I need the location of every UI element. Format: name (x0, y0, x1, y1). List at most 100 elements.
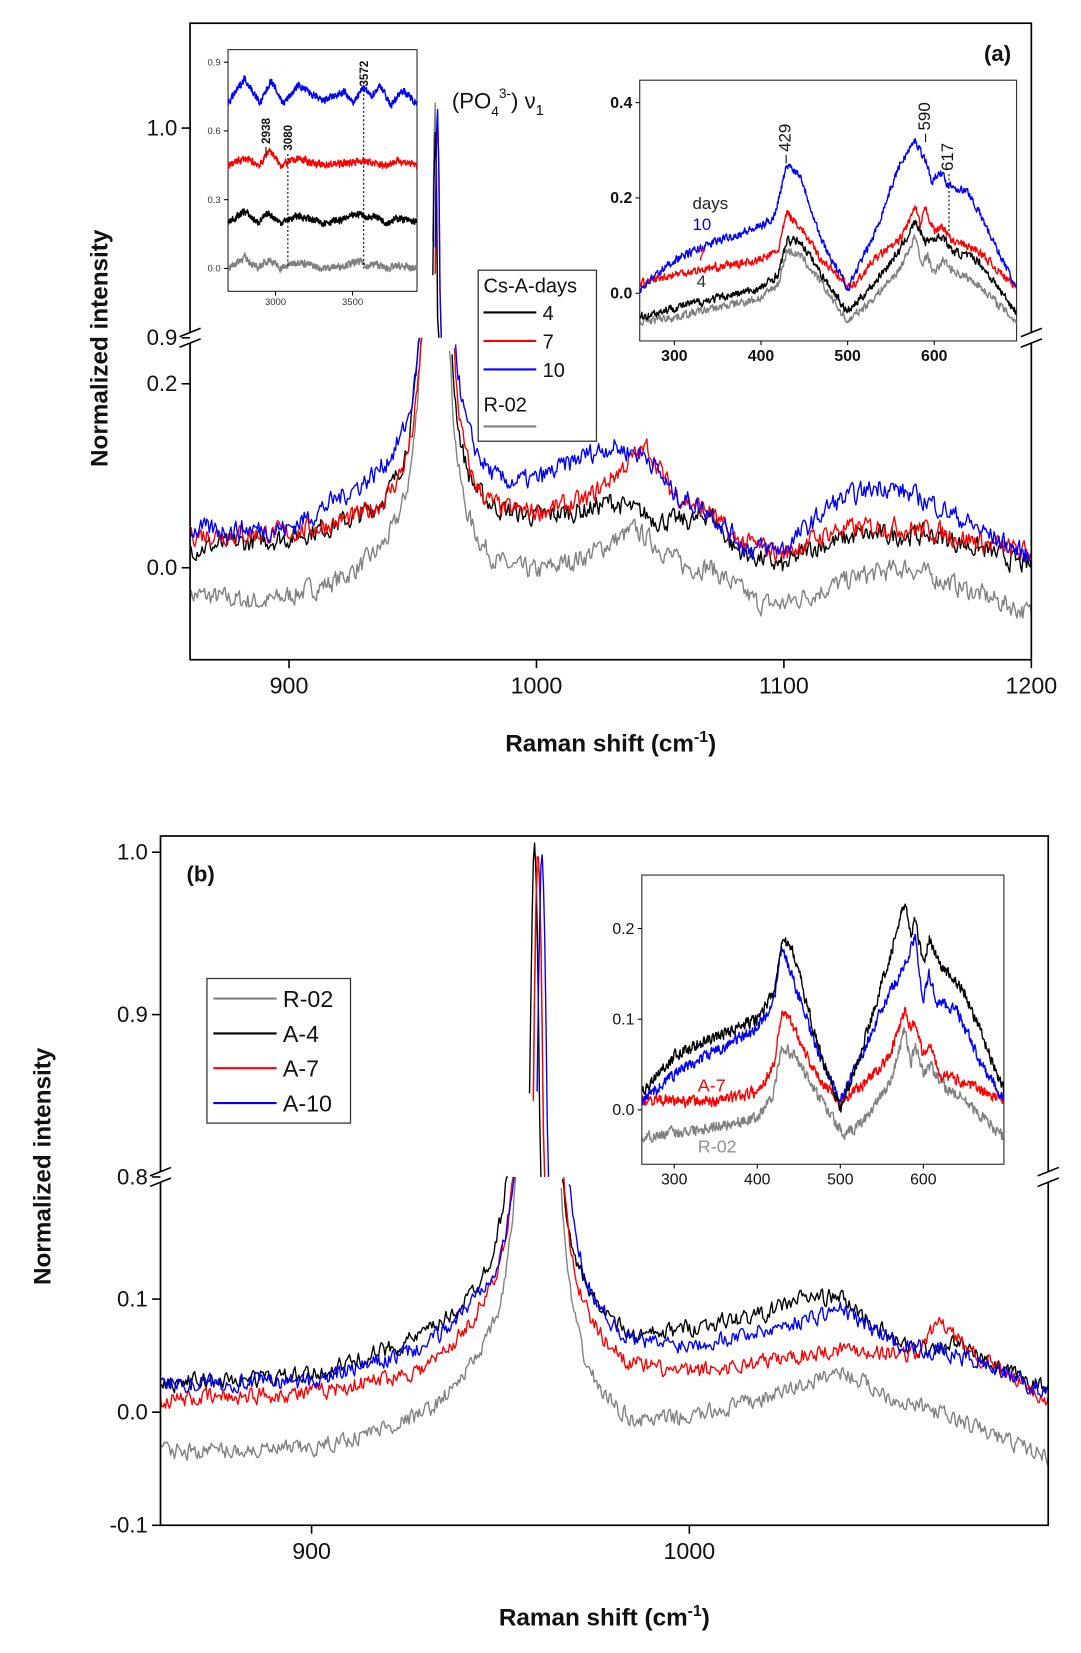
series-line-r-02 (641, 1026, 1004, 1144)
legend-label: A-7 (283, 1056, 319, 1082)
x-tick-label: 1200 (1006, 672, 1058, 698)
x-tick-label: 500 (827, 1171, 854, 1188)
y-tick-label: 0.8 (117, 1164, 148, 1189)
y-tick-label: 0.1 (612, 1011, 634, 1028)
panel-label: (b) (186, 861, 214, 886)
peak-label: 617 (938, 143, 957, 171)
y-tick-label: 0.1 (117, 1286, 148, 1311)
legend-label: R-02 (484, 395, 527, 417)
peak-label: 590 (915, 102, 934, 130)
peak-label: 429 (775, 124, 794, 152)
legend-label: A-4 (283, 1021, 319, 1047)
peak-annotation: (PO43-) ν1 (452, 86, 544, 119)
y-tick-label: 0.0 (612, 1102, 634, 1119)
x-axis-label: Raman shift (cm-1) (499, 1603, 710, 1632)
y-tick-label: 1.0 (147, 115, 178, 140)
x-tick-label: 300 (661, 1171, 688, 1188)
x-tick-label: 1000 (511, 672, 563, 698)
x-tick-label: 1100 (759, 672, 809, 698)
y-tick-label: 1.0 (117, 840, 148, 865)
y-tick-label: 0.9 (117, 1002, 148, 1027)
series-group (639, 138, 1017, 326)
series-group (160, 842, 1049, 1467)
peak-label: 2938 (260, 117, 273, 143)
series-line-r-02 (228, 252, 418, 274)
series-label: 4 (697, 272, 706, 291)
chart-b_inset: 300 400 500 600 0.0 0.1 0.2 A-7 R-02 (612, 874, 1005, 1188)
x-axis-label: Raman shift (cm-1) (505, 729, 716, 758)
legend-label: A-10 (283, 1091, 332, 1117)
axis-break-mark (179, 338, 201, 349)
series-group (190, 102, 1032, 619)
chart-a_main: 900 1000 1100 1200 0.0 0.2 0.9 1.0 Raman shift (… (87, 22, 1058, 758)
legend-box (477, 269, 598, 442)
y-tick-label: 0.0 (147, 555, 178, 580)
inset-frame (641, 874, 1005, 1165)
legend-label: 7 (543, 331, 554, 353)
axis-break-mark (179, 327, 201, 338)
series-group (641, 903, 1004, 1144)
peak-label: 3572 (358, 61, 371, 87)
series-line-10 (228, 75, 418, 109)
axis-break-mark (149, 1177, 172, 1188)
x-tick-label: 3000 (265, 297, 286, 308)
series-label: 7 (697, 246, 706, 265)
inset-frame (227, 49, 418, 292)
x-tick-label: 1000 (664, 1538, 716, 1564)
axis-break-mark (149, 1166, 172, 1177)
inset-frame (639, 79, 1018, 342)
axis-break-gap (1041, 1171, 1055, 1183)
y-tick-label: 0.0 (207, 264, 220, 275)
series-group (228, 75, 418, 274)
legend-box (206, 977, 352, 1124)
peak-label: 3080 (282, 125, 295, 151)
x-tick-label: 900 (292, 1538, 331, 1564)
chart-b_main: 900 1000 -0.1 0.0 0.1 0.8 0.9 1.0 Raman shift (c… (30, 835, 1060, 1632)
axis-break-mark (1020, 338, 1043, 349)
series-line-a-7 (160, 856, 1049, 1409)
x-tick-label: 900 (270, 672, 309, 698)
y-tick-label: 0.6 (207, 126, 220, 137)
x-tick-label: 500 (834, 348, 861, 365)
series-line-a-7 (641, 1006, 1004, 1109)
x-tick-label: 3500 (342, 297, 363, 308)
y-tick-label: 0.9 (207, 57, 220, 68)
series-line-r-02 (639, 234, 1017, 326)
y-tick-label: 0.3 (207, 195, 220, 206)
y-tick-label: 0.4 (610, 95, 632, 112)
y-tick-label: 0.0 (610, 286, 632, 303)
chart-a_inset_high: 3000 3500 0.0 0.3 0.6 0.9 2938 3080 3572 (207, 49, 418, 308)
x-tick-label: 400 (744, 1171, 771, 1188)
y-tick-label: -0.1 (110, 1513, 148, 1538)
legend-title: Cs-A-days (484, 275, 578, 297)
x-tick-label: 600 (910, 1171, 937, 1188)
series-line-7 (639, 205, 1017, 290)
y-tick-label: 0.2 (612, 921, 634, 938)
series-line-4 (228, 208, 418, 228)
panel-label: (a) (984, 41, 1011, 66)
legend-label: 4 (543, 303, 554, 325)
y-tick-label: 0.9 (147, 325, 178, 350)
legend-label: R-02 (283, 986, 333, 1012)
axis-break-gap (1025, 332, 1038, 344)
series-line-4 (639, 219, 1017, 321)
axis-break-mark (1020, 327, 1043, 338)
axis-break-mark (1037, 1166, 1060, 1177)
y-tick-label: 0.2 (147, 371, 178, 396)
series-line-7 (228, 147, 418, 170)
x-tick-label: 300 (661, 348, 688, 365)
series-line-10 (639, 138, 1017, 294)
x-tick-label: 400 (748, 348, 775, 365)
series-label: A-7 (698, 1075, 726, 1095)
y-axis-label: Normalized intensity (30, 1047, 57, 1285)
series-line-a-4 (641, 903, 1004, 1113)
y-axis-label: Normalized intensity (87, 229, 114, 467)
series-label: R-02 (698, 1137, 737, 1157)
series-line-a-10 (160, 854, 1049, 1397)
series-labels-title: days (693, 194, 729, 213)
series-label: 10 (693, 215, 712, 234)
axis-break-mark (1037, 1177, 1060, 1188)
series-line-10 (190, 108, 1032, 568)
